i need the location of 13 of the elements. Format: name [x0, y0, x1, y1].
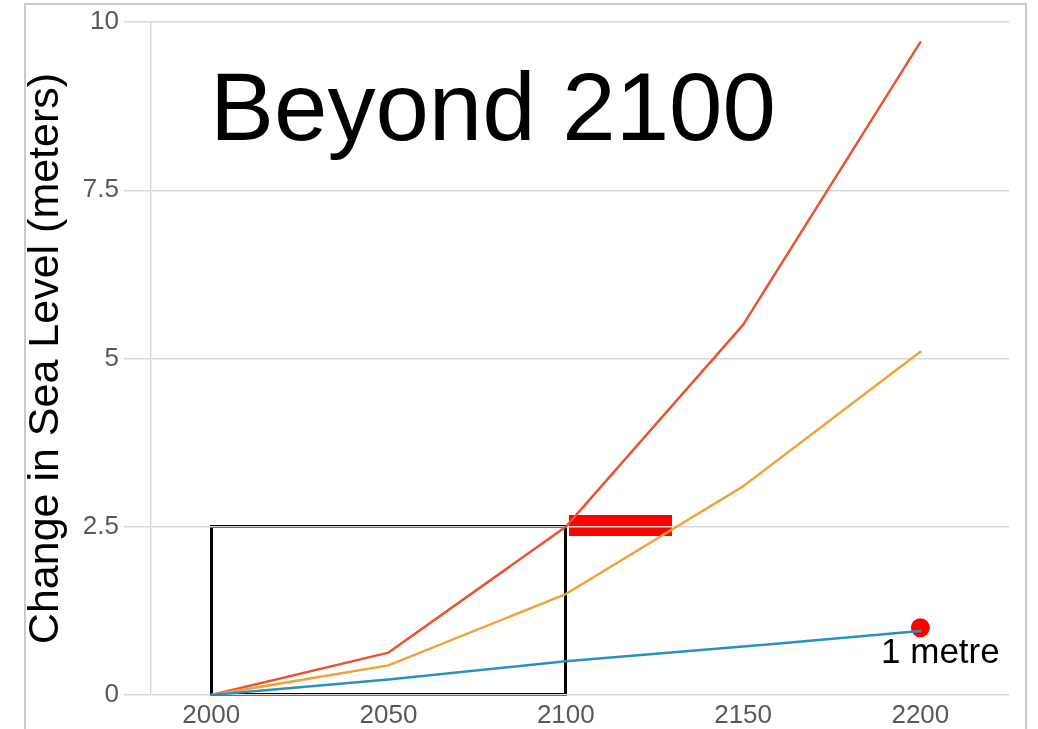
y-tick-label: 7.5 [82, 173, 119, 204]
y-tick-label: 10 [90, 5, 119, 36]
y-axis-title: Change in Sea Level (meters) [18, 72, 67, 645]
y-tick-label: 2.5 [82, 509, 119, 540]
x-tick-label: 2200 [891, 698, 950, 729]
x-tick-label: 2150 [714, 698, 773, 729]
annotation: 1 metre [881, 630, 1000, 670]
x-tick-label: 2000 [182, 698, 241, 729]
chart-title: Beyond 2100 [210, 53, 776, 160]
x-tick-label: 2050 [359, 698, 418, 729]
y-tick-label: 0 [104, 678, 119, 709]
y-tick-label: 5 [104, 341, 119, 372]
x-tick-label: 2100 [536, 698, 595, 729]
